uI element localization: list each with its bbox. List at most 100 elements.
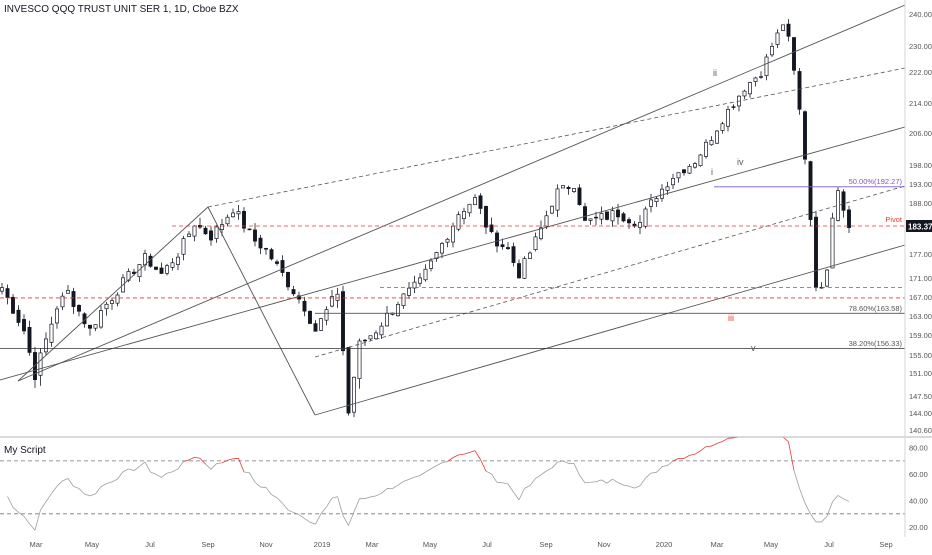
candle-body bbox=[215, 227, 218, 239]
wave-label: v bbox=[751, 343, 756, 353]
candle-body bbox=[638, 222, 641, 227]
candle-body bbox=[286, 272, 289, 287]
candle-body bbox=[380, 326, 383, 335]
candle-body bbox=[446, 239, 449, 242]
candle-body bbox=[363, 340, 366, 341]
candle-body bbox=[809, 162, 812, 220]
time-tick-label: Sep bbox=[539, 540, 552, 549]
candle-body bbox=[440, 244, 443, 254]
candle-body bbox=[314, 324, 317, 332]
time-tick-label: 2019 bbox=[314, 540, 331, 549]
price-tick-label: 171.00 bbox=[909, 274, 932, 283]
candle-body bbox=[825, 270, 828, 286]
osc-tick-label: 40.00 bbox=[909, 497, 928, 506]
candle-body bbox=[396, 304, 399, 315]
candle-body bbox=[264, 248, 267, 249]
time-tick-label: Jul bbox=[824, 540, 834, 549]
candle-body bbox=[770, 46, 773, 55]
candle-body bbox=[369, 336, 372, 339]
oscillator-title: My Script bbox=[4, 445, 46, 456]
price-tick-label: 147.50 bbox=[909, 392, 932, 401]
time-tick-label: Sep bbox=[201, 540, 214, 549]
candle-body bbox=[462, 211, 465, 218]
time-tick-label: Mar bbox=[711, 540, 724, 549]
osc-line-segment bbox=[706, 446, 712, 447]
price-tick-label: 188.00 bbox=[909, 199, 932, 208]
candle-body bbox=[721, 124, 724, 131]
candle-body bbox=[583, 207, 586, 221]
candle-body bbox=[506, 248, 509, 249]
candle-body bbox=[385, 313, 388, 326]
candle-body bbox=[429, 261, 432, 269]
candle-body bbox=[523, 259, 526, 279]
price-tick-label: 222.00 bbox=[909, 68, 932, 77]
candle-body bbox=[0, 288, 3, 292]
candle-body bbox=[847, 210, 850, 228]
price-tick-label: 144.00 bbox=[909, 409, 932, 418]
price-tick-label: 163.00 bbox=[909, 312, 932, 321]
wave-label: iii bbox=[728, 313, 734, 323]
candle-body bbox=[561, 185, 564, 188]
candle-body bbox=[677, 173, 680, 178]
candle-body bbox=[270, 250, 273, 259]
candle-body bbox=[688, 166, 691, 173]
osc-tick-label: 80.00 bbox=[909, 444, 928, 453]
candle-body bbox=[765, 57, 768, 76]
candle-body bbox=[528, 253, 531, 259]
candle-body bbox=[204, 228, 207, 234]
candle-body bbox=[836, 191, 839, 221]
candle-body bbox=[550, 206, 553, 213]
candle-body bbox=[402, 294, 405, 306]
candle-body bbox=[248, 229, 251, 230]
osc-tick-label: 60.00 bbox=[909, 470, 928, 479]
time-tick-label: Jul bbox=[145, 540, 155, 549]
candle-body bbox=[253, 230, 256, 241]
candle-body bbox=[710, 140, 713, 144]
wave-label: iv bbox=[737, 157, 744, 167]
candle-body bbox=[798, 71, 801, 109]
candle-body bbox=[50, 324, 53, 342]
osc-line-segment bbox=[591, 482, 597, 483]
candle-body bbox=[495, 233, 498, 246]
candle-body bbox=[165, 266, 168, 274]
candle-body bbox=[473, 198, 476, 205]
candle-body bbox=[407, 288, 410, 295]
candle-body bbox=[589, 219, 592, 221]
candle-body bbox=[611, 211, 614, 221]
candle-body bbox=[105, 304, 108, 308]
time-tick-label: Sep bbox=[879, 540, 892, 549]
time-tick-label: 2020 bbox=[656, 540, 673, 549]
level-label: Pivot bbox=[885, 215, 903, 224]
candle-body bbox=[72, 291, 75, 306]
candle-body bbox=[259, 238, 262, 248]
candle-body bbox=[666, 187, 669, 191]
candle-body bbox=[759, 77, 762, 78]
candle-body bbox=[545, 216, 548, 226]
price-tick-label: 240.00 bbox=[909, 10, 932, 19]
price-tick-label: 214.00 bbox=[909, 99, 932, 108]
candle-body bbox=[501, 245, 504, 247]
price-tick-label: 177.00 bbox=[909, 250, 932, 259]
candle-body bbox=[792, 38, 795, 71]
candle-body bbox=[655, 199, 658, 202]
candle-body bbox=[567, 187, 570, 188]
candle-body bbox=[88, 325, 91, 328]
level-label: 78.60%(163.58) bbox=[849, 304, 903, 313]
time-tick-label: Nov bbox=[259, 540, 273, 549]
candle-body bbox=[374, 333, 377, 339]
candle-body bbox=[319, 319, 322, 331]
candle-body bbox=[303, 301, 306, 311]
price-tick-label: 155.00 bbox=[909, 351, 932, 360]
candle-body bbox=[193, 226, 196, 236]
candle-body bbox=[600, 213, 603, 219]
candle-body bbox=[457, 215, 460, 230]
candle-body bbox=[605, 212, 608, 220]
candle-body bbox=[831, 218, 834, 268]
level-label: 50.00%(192.27) bbox=[849, 177, 903, 186]
candle-body bbox=[512, 247, 515, 263]
candle-body bbox=[776, 33, 779, 44]
price-tick-label: 230.00 bbox=[909, 42, 932, 51]
time-tick-label: May bbox=[764, 540, 778, 549]
candle-body bbox=[281, 260, 284, 272]
